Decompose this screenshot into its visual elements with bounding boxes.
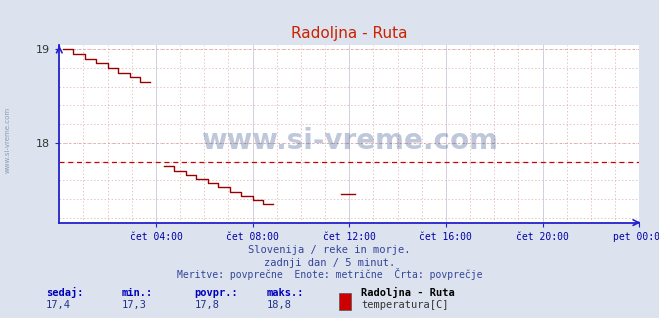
Text: povpr.:: povpr.: (194, 288, 238, 298)
Text: 17,4: 17,4 (46, 301, 71, 310)
Text: 17,8: 17,8 (194, 301, 219, 310)
Text: sedaj:: sedaj: (46, 287, 84, 298)
Title: Radoljna - Ruta: Radoljna - Ruta (291, 25, 407, 41)
Text: www.si-vreme.com: www.si-vreme.com (201, 127, 498, 155)
Text: min.:: min.: (122, 288, 153, 298)
Text: 17,3: 17,3 (122, 301, 147, 310)
Text: temperatura[C]: temperatura[C] (361, 301, 449, 310)
Text: Slovenija / reke in morje.: Slovenija / reke in morje. (248, 245, 411, 255)
Text: maks.:: maks.: (267, 288, 304, 298)
Text: www.si-vreme.com: www.si-vreme.com (5, 107, 11, 173)
Text: 18,8: 18,8 (267, 301, 292, 310)
Text: Radoljna - Ruta: Radoljna - Ruta (361, 287, 455, 298)
Text: Meritve: povprečne  Enote: metrične  Črta: povprečje: Meritve: povprečne Enote: metrične Črta:… (177, 268, 482, 280)
Text: zadnji dan / 5 minut.: zadnji dan / 5 minut. (264, 258, 395, 267)
